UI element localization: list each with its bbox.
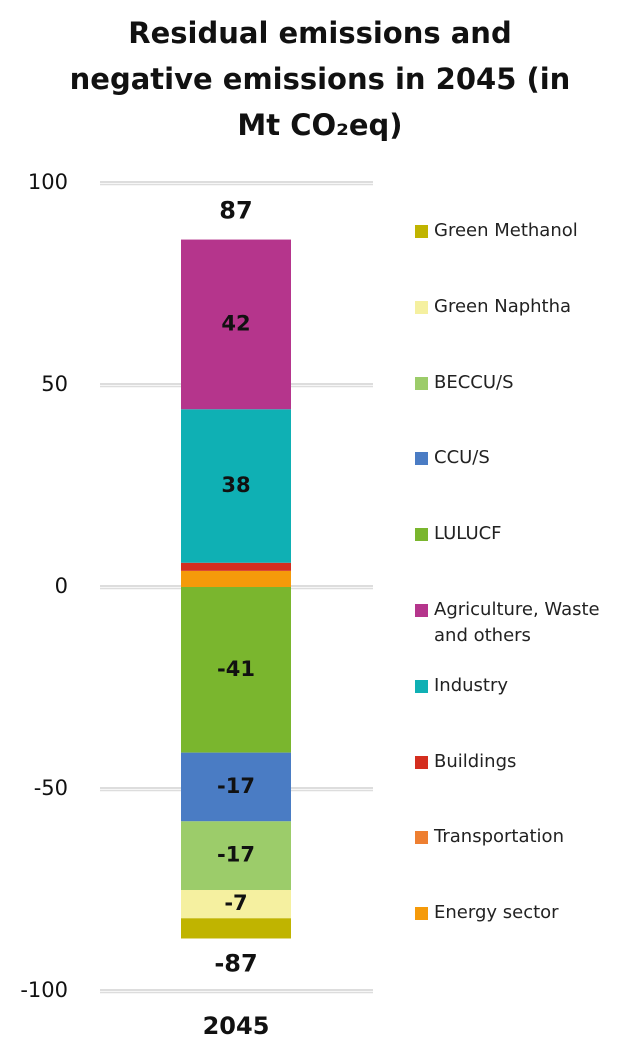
legend-swatch	[415, 300, 428, 314]
total-label: 87	[219, 197, 252, 225]
y-tick-label: 0	[55, 574, 68, 598]
legend-swatch	[415, 907, 428, 921]
legend-label: Industry	[434, 674, 509, 696]
legend-label: CCU/S	[434, 447, 490, 469]
bar-segment	[181, 918, 291, 939]
legend-item: BECCU/S	[415, 370, 615, 396]
legend-label: LULUCF	[434, 523, 502, 545]
bar-segment	[181, 239, 291, 410]
x-tick-label: 2045	[203, 1012, 270, 1040]
bar-segment	[181, 409, 291, 563]
data-label: 42	[221, 311, 250, 335]
legend-label: BECCU/S	[434, 371, 514, 393]
legend-item: Energy sector	[415, 900, 615, 926]
legend-item: LULUCF	[415, 521, 615, 547]
legend-label: Agriculture, Waste and others	[434, 599, 600, 646]
chart-title: Residual emissions and negative emission…	[69, 16, 571, 142]
legend-label: Buildings	[434, 750, 517, 772]
data-label: -17	[217, 843, 255, 867]
legend-label: Transportation	[434, 826, 564, 848]
legend-label: Green Naphtha	[434, 295, 572, 317]
legend-item: Transportation	[415, 824, 615, 850]
legend-item: Agriculture, Waste and others	[415, 597, 615, 649]
bar-segment	[181, 570, 291, 587]
data-label: -17	[217, 774, 255, 798]
data-label: 38	[221, 473, 250, 497]
legend-item: Industry	[415, 673, 615, 699]
y-tick-label: -100	[20, 978, 68, 1002]
legend-swatch	[415, 376, 428, 390]
bar-segment	[181, 890, 291, 919]
bar-segment	[181, 821, 291, 890]
bar-segment	[181, 562, 291, 571]
y-tick-label: 50	[41, 372, 68, 396]
legend-swatch	[415, 831, 428, 845]
y-tick-label: -50	[34, 776, 68, 800]
legend-label: Energy sector	[434, 902, 559, 924]
legend-item: Green Methanol	[415, 218, 615, 244]
legend-swatch	[415, 452, 428, 466]
legend-swatch	[415, 528, 428, 542]
legend-item: CCU/S	[415, 445, 615, 471]
bar-segment	[181, 752, 291, 822]
y-tick-label: 100	[28, 170, 68, 194]
data-label: -7	[224, 891, 247, 915]
total-label: -87	[214, 949, 257, 977]
legend-swatch	[415, 604, 428, 617]
legend-item: Green Naphtha	[415, 294, 615, 320]
data-label: -41	[217, 657, 255, 681]
legend-label: Green Methanol	[434, 220, 578, 241]
legend-swatch	[415, 679, 428, 693]
legend-swatch	[415, 225, 428, 238]
legend-swatch	[415, 755, 428, 769]
legend-item: Buildings	[415, 749, 615, 775]
bar-segment	[181, 587, 291, 753]
